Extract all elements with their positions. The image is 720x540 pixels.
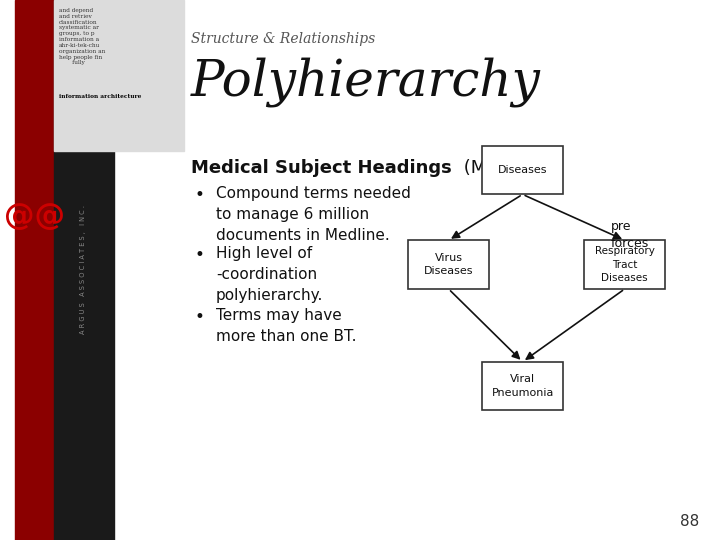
Text: Compound terms needed
to manage 6 million
documents in Medline.: Compound terms needed to manage 6 millio… <box>216 186 410 244</box>
FancyBboxPatch shape <box>482 362 563 410</box>
Bar <box>54 0 184 151</box>
Text: A R G U S   A S S O C I A T E S ,   I N C .: A R G U S A S S O C I A T E S , I N C . <box>80 206 86 334</box>
Text: Medical Subject Headings: Medical Subject Headings <box>191 159 452 177</box>
Text: High level of
-coordination
polyhierarchy.: High level of -coordination polyhierarch… <box>216 246 323 303</box>
Text: pre
forces: pre forces <box>611 220 649 250</box>
FancyBboxPatch shape <box>482 146 563 194</box>
Text: •: • <box>194 186 204 204</box>
Bar <box>54 0 114 540</box>
Text: •: • <box>194 246 204 264</box>
Text: •: • <box>194 308 204 326</box>
Text: Structure & Relationships: Structure & Relationships <box>191 32 375 46</box>
Bar <box>15 0 54 540</box>
Text: Virus
Diseases: Virus Diseases <box>424 253 473 276</box>
Text: Viral
Pneumonia: Viral Pneumonia <box>491 375 554 397</box>
Text: (MeSH): (MeSH) <box>458 159 529 177</box>
Text: Respiratory
Tract
Diseases: Respiratory Tract Diseases <box>595 246 654 283</box>
Text: information architecture: information architecture <box>58 94 141 99</box>
Text: 88: 88 <box>680 514 699 529</box>
Text: @@: @@ <box>4 201 65 231</box>
Text: and depend
and retriev
classification
systematic ar
groups, to p
information a
a: and depend and retriev classification sy… <box>58 8 105 65</box>
Text: Polyhierarchy: Polyhierarchy <box>191 57 541 107</box>
FancyBboxPatch shape <box>408 240 489 289</box>
Text: Terms may have
more than one BT.: Terms may have more than one BT. <box>216 308 356 344</box>
FancyBboxPatch shape <box>584 240 665 289</box>
Text: Diseases: Diseases <box>498 165 547 175</box>
